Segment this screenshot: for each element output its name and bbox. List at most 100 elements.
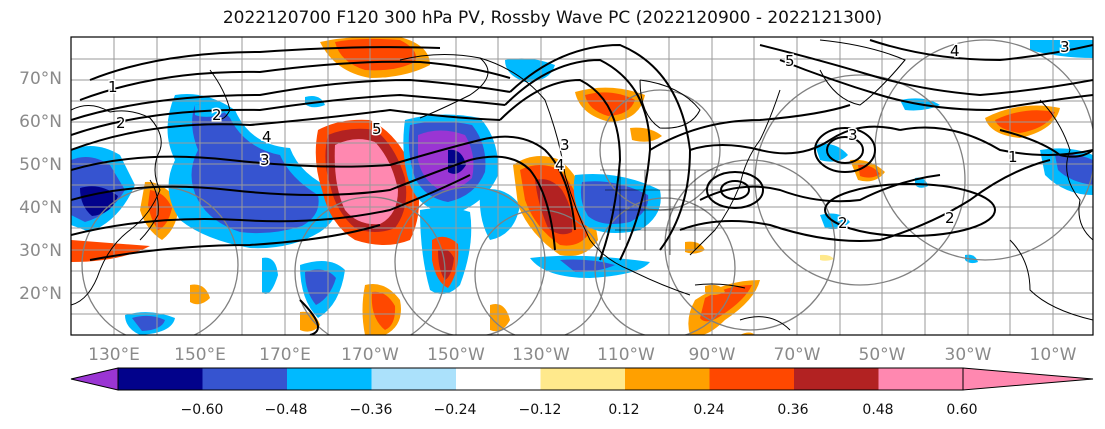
coastline-south-america: [739, 316, 791, 331]
lon-label: 10°W: [1030, 345, 1077, 365]
lon-label: 150°E: [174, 345, 226, 365]
lat-label: 20°N: [19, 284, 62, 304]
contour-label: 4: [555, 156, 565, 174]
lon-label: 130°E: [88, 345, 140, 365]
contour-line: [89, 46, 441, 81]
coastlines: [71, 39, 1093, 331]
lat-labels: 70°N 60°N 50°N 40°N 30°N 20°N: [19, 69, 62, 304]
negative-anomaly-region: [1055, 154, 1093, 185]
colorbar-outline: [117, 367, 964, 391]
colorbar-segment: [540, 368, 626, 390]
lat-label: 70°N: [19, 69, 62, 89]
colorbar-segment: [625, 368, 710, 390]
wave-contours: [71, 39, 1093, 335]
positive-anomaly-region: [630, 127, 662, 142]
colorbar-segment: [456, 368, 541, 390]
colorbar-segment: [118, 368, 203, 390]
colorbar-tick-label: −0.24: [434, 402, 477, 418]
lon-label: 110°W: [597, 345, 655, 365]
contour-line: [71, 159, 471, 201]
lat-label: 40°N: [19, 198, 62, 218]
contour-line: [720, 180, 750, 200]
lon-label: 90°W: [689, 345, 736, 365]
contour-label-group: 5 4 3 2 1 2 3 4 5 4 3 2 1 2 3: [107, 37, 1072, 234]
colorbar-extend-min: [70, 367, 119, 391]
contour-line: [469, 155, 556, 251]
contour-line: [759, 44, 1093, 97]
lat-label: 50°N: [19, 155, 62, 175]
contour-line: [869, 39, 1093, 62]
colorbar-extend-max: [962, 367, 1094, 391]
contour-line: [504, 58, 652, 261]
colorbar-tick-label: 0.12: [608, 402, 639, 418]
contour-line: [71, 108, 501, 151]
positive-anomaly-region: [371, 291, 396, 330]
colorbar-segment: [709, 368, 795, 390]
colorbar-tick-label: 0.24: [693, 402, 724, 418]
positive-anomaly-region: [585, 92, 635, 116]
negative-anomaly-region: [80, 186, 118, 216]
colorbar-segment: [878, 368, 964, 390]
contour-line: [814, 127, 876, 173]
contour-line: [679, 159, 1051, 242]
coastline-asia: [71, 105, 162, 306]
contour-line: [779, 59, 1093, 112]
lat-label: 30°N: [19, 241, 62, 261]
colorbar-segment: [202, 368, 288, 390]
contour-label: 2: [838, 214, 848, 232]
contour-label: 4: [262, 128, 272, 146]
coastline-africa: [1009, 239, 1093, 321]
plot-frame: [70, 36, 1094, 336]
colorbar-tick-label: 0.60: [946, 402, 977, 418]
negative-anomaly-region: [479, 189, 520, 240]
contour-label: 1: [1008, 148, 1018, 166]
contour-line: [899, 126, 1093, 156]
colorbar: [70, 367, 1094, 391]
contour-label: 5: [785, 52, 795, 70]
contour-label: 3: [260, 151, 270, 169]
lat-label: 60°N: [19, 112, 62, 132]
contour-label: 3: [560, 136, 570, 154]
coastline-hudson-bay: [639, 79, 701, 129]
contour-line: [999, 129, 1093, 158]
lon-label: 30°W: [945, 345, 992, 365]
positive-anomaly-region: [438, 249, 454, 280]
contour-line: [499, 78, 622, 261]
colorbar-tick-label: −0.48: [265, 402, 308, 418]
lon-label: 70°W: [774, 345, 821, 365]
negative-anomaly-region: [262, 257, 278, 294]
colorbar-tick-labels: −0.60 −0.48 −0.36 −0.24 −0.12 0.12 0.24 …: [181, 402, 978, 418]
colorbar-tick-label: 0.36: [777, 402, 808, 418]
contour-line: [509, 43, 692, 251]
lon-label: 50°W: [859, 345, 906, 365]
contour-line: [824, 183, 996, 237]
negative-anomaly-region: [560, 259, 615, 272]
positive-anomaly-region: [490, 304, 510, 332]
contour-label: 2: [116, 114, 126, 132]
contour-label: 3: [848, 126, 858, 144]
colorbar-tick-label: 0.48: [862, 402, 893, 418]
contour-line: [71, 93, 506, 136]
pv-anomaly-fill: [71, 37, 1093, 335]
positive-anomaly-region: [820, 254, 834, 261]
contour-line: [71, 78, 511, 121]
positive-anomaly-region: [705, 284, 725, 295]
contour-label: 2: [945, 209, 955, 227]
contour-label: 5: [372, 120, 382, 138]
colorbar-tick-label: −0.12: [519, 402, 562, 418]
contour-label: 4: [950, 42, 960, 60]
lon-label: 130°W: [512, 345, 570, 365]
colorbar-segment: [287, 368, 372, 390]
contour-line: [706, 171, 764, 209]
lon-labels: 130°E 150°E 170°E 170°W 150°W 130°W 110°…: [88, 345, 1077, 365]
contour-label: 2: [212, 106, 222, 124]
coastline-cuba: [694, 283, 746, 289]
map-title: 2022120700 F120 300 hPa PV, Rossby Wave …: [222, 8, 883, 28]
contour-label: 3: [1060, 38, 1070, 56]
coastline-japan: [139, 179, 159, 241]
colorbar-tick-label: −0.36: [350, 402, 393, 418]
contour-label: 1: [108, 78, 118, 96]
lon-label: 150°W: [427, 345, 485, 365]
contour-line: [826, 136, 864, 164]
lon-label: 170°E: [259, 345, 311, 365]
